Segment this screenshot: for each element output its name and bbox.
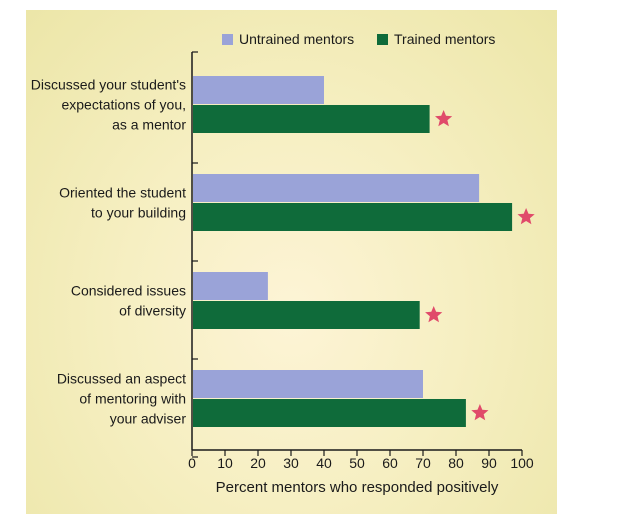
- bar-trained-4: [193, 399, 466, 427]
- category-label-1-line-2: expectations of you,: [61, 97, 186, 113]
- bar-untrained-2: [193, 174, 480, 202]
- x-tick-label-20: 20: [250, 455, 266, 471]
- x-tick-label-60: 60: [382, 455, 398, 471]
- x-tick-label-90: 90: [481, 455, 497, 471]
- significance-star-icon-2: [517, 208, 535, 225]
- category-label-2-line-2: to your building: [91, 205, 186, 221]
- category-label-3-line-1: Considered issues: [71, 283, 186, 299]
- category-label-3-line-2: of diversity: [119, 303, 186, 319]
- bar-untrained-4: [193, 370, 423, 398]
- category-label-1-line-1: Discussed your student's: [31, 77, 186, 93]
- legend-swatch-2: [377, 34, 388, 45]
- category-label-4-line-1: Discussed an aspect: [57, 371, 186, 387]
- legend-label-1: Untrained mentors: [239, 31, 354, 47]
- legend-label-2: Trained mentors: [394, 31, 495, 47]
- bar-chart: Untrained mentors Trained mentors 0 10 20 30 4…: [31, 31, 535, 496]
- legend-swatch-1: [222, 34, 233, 45]
- significance-star-icon-3: [425, 306, 443, 323]
- x-tick-label-40: 40: [316, 455, 332, 471]
- bar-trained-2: [193, 203, 513, 231]
- x-tick-label-50: 50: [349, 455, 365, 471]
- x-axis-label: Percent mentors who responded positively: [216, 479, 499, 496]
- bar-trained-1: [193, 105, 430, 133]
- x-tick-label-70: 70: [415, 455, 431, 471]
- bar-untrained-1: [193, 76, 324, 104]
- x-tick-label-30: 30: [283, 455, 299, 471]
- category-label-4-line-3: your adviser: [110, 411, 187, 427]
- x-tick-label-80: 80: [448, 455, 464, 471]
- category-label-1-line-3: as a mentor: [112, 117, 186, 133]
- category-label-4-line-2: of mentoring with: [79, 391, 186, 407]
- significance-star-icon-4: [471, 404, 489, 421]
- x-tick-label-100: 100: [510, 455, 534, 471]
- chart-figure: Untrained mentors Trained mentors 0 10 20 30 4…: [26, 10, 557, 514]
- bar-trained-3: [193, 301, 420, 329]
- category-label-2-line-1: Oriented the student: [59, 185, 186, 201]
- bar-untrained-3: [193, 272, 268, 300]
- x-tick-label-0: 0: [188, 455, 196, 471]
- x-tick-label-10: 10: [217, 455, 233, 471]
- significance-star-icon-1: [435, 110, 453, 127]
